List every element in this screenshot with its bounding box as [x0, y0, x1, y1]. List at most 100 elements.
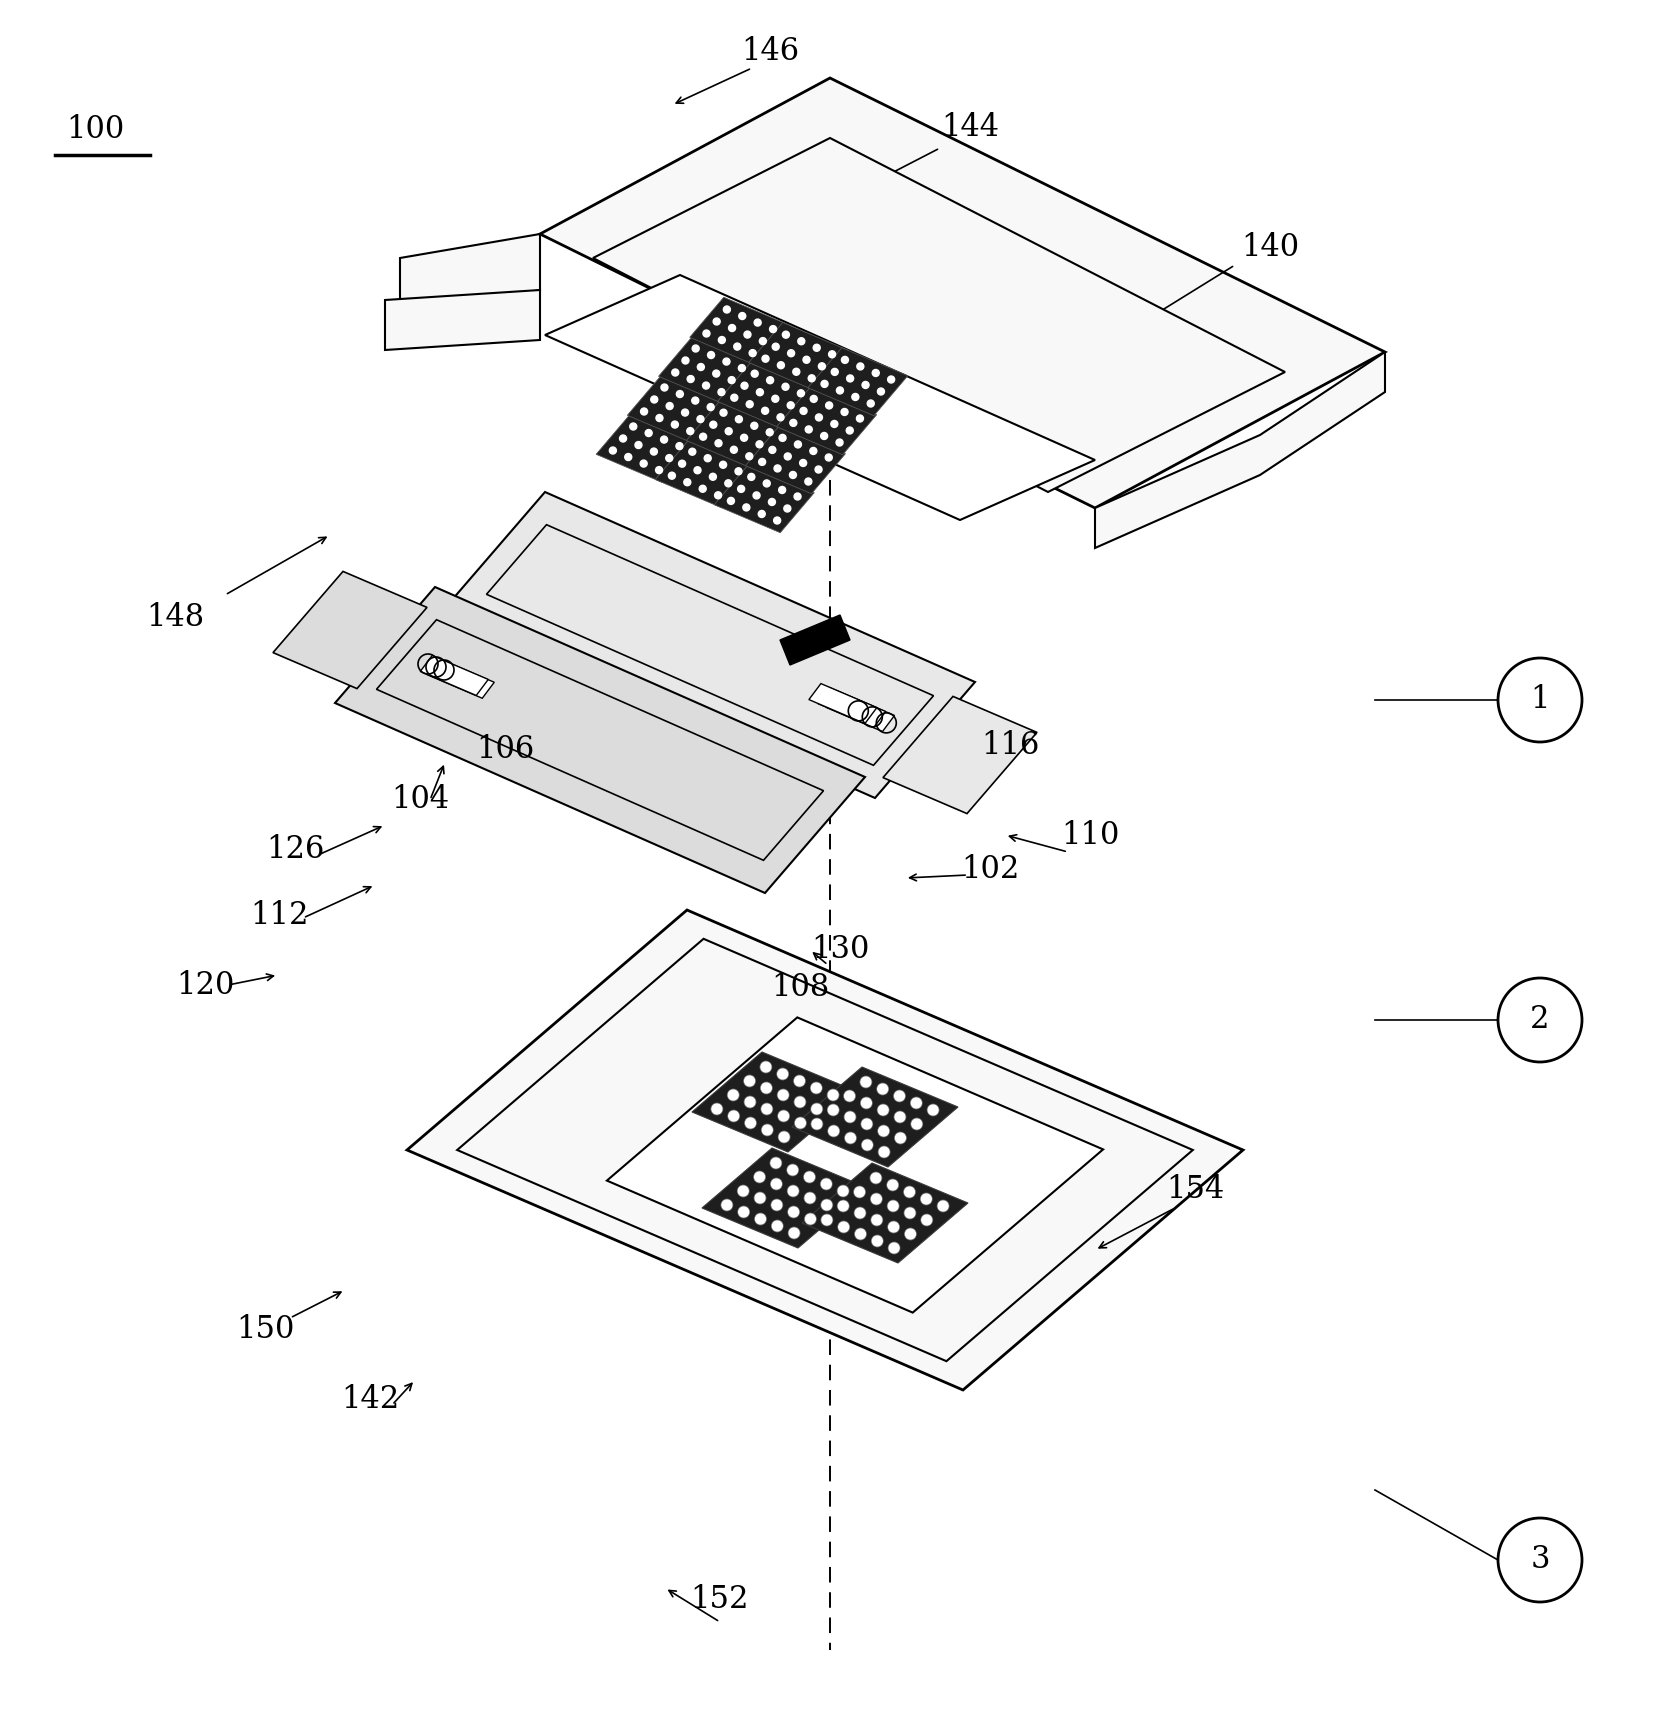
Circle shape: [822, 1179, 832, 1189]
Circle shape: [845, 1133, 855, 1143]
Circle shape: [692, 396, 699, 403]
Circle shape: [847, 374, 854, 381]
Polygon shape: [376, 620, 824, 860]
Circle shape: [790, 419, 797, 427]
Circle shape: [762, 407, 769, 414]
Circle shape: [762, 1104, 772, 1114]
Polygon shape: [444, 492, 975, 798]
Text: 148: 148: [146, 603, 205, 634]
Circle shape: [857, 362, 864, 369]
Polygon shape: [399, 234, 541, 314]
Circle shape: [679, 460, 686, 467]
Circle shape: [852, 393, 859, 400]
Circle shape: [697, 415, 704, 422]
Text: 140: 140: [1241, 232, 1300, 263]
Circle shape: [809, 374, 815, 381]
Circle shape: [721, 408, 727, 417]
Circle shape: [624, 453, 632, 460]
Polygon shape: [557, 1022, 704, 1111]
Circle shape: [744, 332, 750, 338]
Circle shape: [722, 359, 730, 366]
Circle shape: [905, 1188, 915, 1196]
Polygon shape: [421, 656, 488, 696]
Circle shape: [889, 1242, 899, 1253]
Circle shape: [666, 455, 672, 461]
Polygon shape: [458, 938, 1193, 1360]
Circle shape: [895, 1113, 905, 1123]
Circle shape: [812, 1084, 822, 1094]
Text: 120: 120: [176, 969, 235, 1000]
Circle shape: [855, 1188, 865, 1196]
Circle shape: [687, 427, 694, 434]
Circle shape: [804, 355, 810, 364]
Text: 1: 1: [1531, 685, 1549, 716]
Circle shape: [895, 1133, 905, 1143]
Circle shape: [707, 352, 714, 359]
Circle shape: [879, 1126, 889, 1136]
Circle shape: [702, 383, 709, 390]
Circle shape: [671, 420, 679, 427]
Circle shape: [750, 371, 759, 378]
Circle shape: [661, 385, 667, 391]
Circle shape: [825, 402, 832, 408]
Circle shape: [772, 1200, 782, 1210]
Circle shape: [709, 473, 717, 480]
Circle shape: [862, 1097, 872, 1107]
Circle shape: [769, 499, 775, 506]
Polygon shape: [780, 615, 850, 665]
Circle shape: [759, 511, 765, 518]
Circle shape: [740, 434, 747, 441]
Text: 108: 108: [770, 972, 829, 1003]
Circle shape: [887, 376, 895, 383]
Circle shape: [829, 1126, 839, 1136]
Circle shape: [779, 1111, 789, 1121]
Polygon shape: [426, 658, 494, 699]
Circle shape: [855, 1208, 865, 1219]
Circle shape: [784, 504, 790, 513]
Circle shape: [676, 443, 682, 449]
Circle shape: [684, 479, 691, 485]
Circle shape: [755, 1193, 765, 1203]
Circle shape: [682, 357, 689, 364]
Polygon shape: [702, 1148, 869, 1248]
Polygon shape: [717, 362, 817, 429]
Circle shape: [704, 455, 711, 461]
Polygon shape: [656, 439, 755, 508]
Circle shape: [730, 395, 737, 402]
Circle shape: [764, 480, 770, 487]
Circle shape: [754, 492, 760, 499]
Circle shape: [839, 1186, 849, 1196]
Circle shape: [641, 408, 647, 415]
Polygon shape: [745, 426, 845, 494]
Circle shape: [772, 344, 779, 350]
Text: 146: 146: [740, 36, 799, 67]
Circle shape: [687, 376, 694, 383]
Circle shape: [767, 376, 774, 385]
Circle shape: [692, 345, 699, 352]
Circle shape: [699, 432, 707, 441]
Circle shape: [730, 446, 737, 453]
Circle shape: [745, 1097, 755, 1107]
Circle shape: [722, 1200, 732, 1210]
Circle shape: [739, 364, 745, 371]
Circle shape: [719, 461, 727, 468]
Text: 3: 3: [1531, 1545, 1549, 1576]
Circle shape: [759, 458, 765, 465]
Circle shape: [772, 395, 779, 402]
Circle shape: [812, 1104, 822, 1114]
Circle shape: [830, 420, 839, 427]
Text: 144: 144: [942, 113, 998, 144]
Polygon shape: [809, 684, 877, 723]
Text: 152: 152: [691, 1584, 749, 1615]
Circle shape: [729, 325, 735, 332]
Circle shape: [887, 1179, 897, 1189]
Circle shape: [717, 388, 726, 395]
Circle shape: [789, 1207, 799, 1217]
Circle shape: [839, 1222, 849, 1232]
Circle shape: [762, 355, 769, 362]
Polygon shape: [827, 692, 895, 731]
Circle shape: [744, 1077, 754, 1085]
Circle shape: [795, 1097, 805, 1107]
Circle shape: [912, 1097, 922, 1107]
Circle shape: [794, 492, 800, 501]
